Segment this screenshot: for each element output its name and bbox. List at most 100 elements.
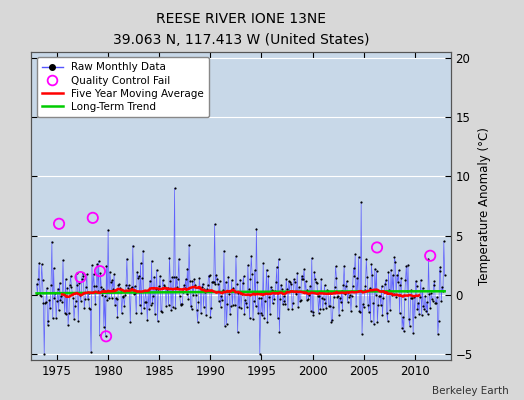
Point <box>50 295 59 302</box>
Point <box>51 290 60 296</box>
Point <box>400 295 409 302</box>
Point <box>228 301 237 308</box>
Point <box>375 292 383 299</box>
Point <box>247 253 256 259</box>
Point <box>387 266 395 273</box>
Point <box>261 288 270 295</box>
Point <box>283 306 292 312</box>
Point <box>177 300 185 307</box>
Point <box>97 284 105 290</box>
Point <box>331 263 340 270</box>
Point <box>212 272 221 278</box>
Point <box>395 310 403 316</box>
Point <box>77 298 85 304</box>
Point <box>370 321 378 328</box>
Point <box>409 330 417 336</box>
Point <box>302 278 310 284</box>
Point <box>180 282 188 288</box>
Point <box>96 268 104 274</box>
Point <box>109 286 117 292</box>
Point <box>215 278 224 284</box>
Point <box>211 280 220 287</box>
Point <box>434 330 442 337</box>
Point <box>222 279 230 285</box>
Point <box>410 293 418 300</box>
Point <box>38 261 46 268</box>
Point <box>435 267 444 274</box>
Point <box>385 287 394 293</box>
Point <box>111 302 119 308</box>
Point <box>72 298 80 304</box>
Point <box>99 286 107 292</box>
Point <box>176 292 184 299</box>
Point <box>395 267 403 274</box>
Title: REESE RIVER IONE 13NE
39.063 N, 117.413 W (United States): REESE RIVER IONE 13NE 39.063 N, 117.413 … <box>113 12 369 47</box>
Point <box>152 267 161 273</box>
Point <box>226 303 235 309</box>
Point <box>327 319 335 325</box>
Point <box>265 294 274 300</box>
Point <box>196 285 204 292</box>
Point <box>147 258 156 264</box>
Point <box>354 254 363 260</box>
Point <box>441 272 449 278</box>
Point <box>199 280 207 287</box>
Point <box>334 293 342 299</box>
Point <box>326 290 335 296</box>
Point <box>258 312 267 318</box>
Point <box>322 305 331 311</box>
Point <box>418 285 427 291</box>
Point <box>321 300 330 306</box>
Point <box>128 284 136 290</box>
Point <box>377 302 385 308</box>
Point <box>429 298 437 304</box>
Point <box>89 289 97 295</box>
Point <box>320 282 329 288</box>
Point <box>184 296 192 302</box>
Point <box>391 258 399 265</box>
Point <box>208 278 216 285</box>
Point <box>351 251 359 258</box>
Point <box>347 308 355 314</box>
Point <box>226 310 234 317</box>
Point <box>185 242 193 248</box>
Point <box>106 279 115 285</box>
Point <box>252 225 260 232</box>
Point <box>338 307 346 313</box>
Point <box>94 288 102 294</box>
Point <box>131 290 139 296</box>
Point <box>73 282 82 288</box>
Point <box>411 278 420 284</box>
Point <box>378 312 387 318</box>
Point <box>323 287 331 293</box>
Point <box>350 273 358 279</box>
Point <box>296 297 304 304</box>
Point <box>172 274 180 280</box>
Point <box>286 288 294 295</box>
Point <box>202 312 210 318</box>
Point <box>344 288 353 295</box>
Point <box>299 275 308 282</box>
Point <box>291 290 300 297</box>
Text: Berkeley Earth: Berkeley Earth <box>432 386 508 396</box>
Point <box>239 273 248 280</box>
Point <box>98 291 106 298</box>
Point <box>246 275 255 282</box>
Point <box>384 318 392 324</box>
Point <box>166 278 174 285</box>
Point <box>225 291 233 298</box>
Point <box>427 290 435 296</box>
Point <box>179 288 187 295</box>
Point <box>317 276 325 282</box>
Point <box>84 289 93 296</box>
Point <box>432 300 440 306</box>
Point <box>424 256 433 262</box>
Point <box>167 307 176 314</box>
Point <box>355 308 364 314</box>
Point <box>328 317 336 323</box>
Point <box>264 273 272 279</box>
Point <box>303 287 312 293</box>
Point <box>138 275 146 281</box>
Point <box>346 292 354 299</box>
Point <box>37 292 45 299</box>
